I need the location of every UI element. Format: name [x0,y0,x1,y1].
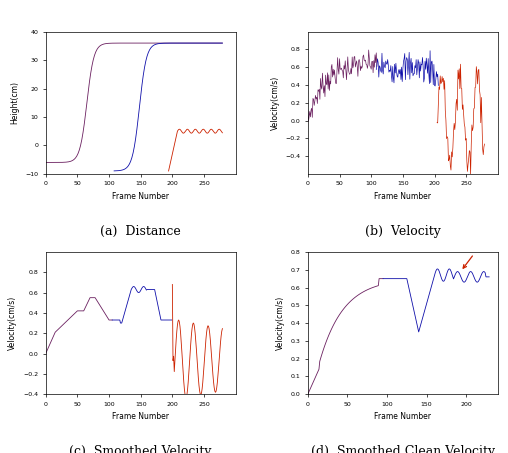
Y-axis label: Velocity(cm/s): Velocity(cm/s) [271,76,279,130]
Text: (a)  Distance: (a) Distance [100,225,181,238]
X-axis label: Frame Number: Frame Number [374,412,431,421]
X-axis label: Frame Number: Frame Number [112,192,169,201]
X-axis label: Frame Number: Frame Number [112,412,169,421]
Text: (b)  Velocity: (b) Velocity [365,225,441,238]
Text: (c)  Smoothed Velocity: (c) Smoothed Velocity [70,445,212,453]
Y-axis label: Velocity(cm/s): Velocity(cm/s) [9,296,17,350]
X-axis label: Frame Number: Frame Number [374,192,431,201]
Y-axis label: Height(cm): Height(cm) [11,81,19,124]
Y-axis label: Velocity(cm/s): Velocity(cm/s) [276,296,285,350]
Text: (d)  Smoothed Clean Velocity: (d) Smoothed Clean Velocity [311,445,495,453]
